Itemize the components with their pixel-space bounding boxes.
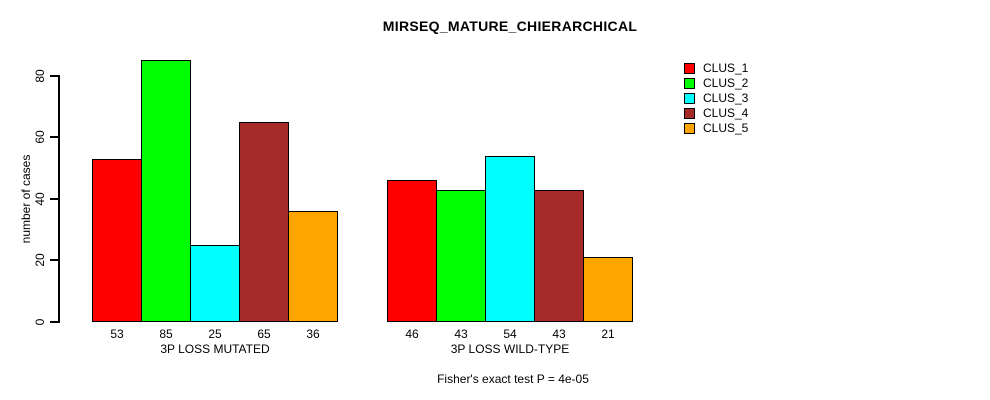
bar-value-label: 53: [110, 327, 124, 341]
chart-title: MIRSEQ_MATURE_CHIERARCHICAL: [382, 18, 638, 34]
y-axis-label: number of cases: [19, 154, 33, 244]
bar-value-label: 36: [306, 327, 320, 341]
bar-clus_5-group1: [288, 211, 338, 322]
fisher-test-annotation: Fisher's exact test P = 4e-05: [437, 372, 589, 386]
bar-clus_5-group2: [583, 257, 633, 322]
y-tick: [50, 75, 58, 77]
bar-value-label: 25: [208, 327, 222, 341]
legend-swatch-clus_4: [684, 108, 695, 119]
bar-clus_1-group2: [387, 180, 437, 322]
bar-clus_4-group1: [239, 122, 289, 322]
bar-clus_2-group1: [141, 60, 191, 322]
legend-label: CLUS_4: [703, 106, 749, 120]
bar-value-label: 43: [454, 327, 468, 341]
bar-value-label: 46: [405, 327, 419, 341]
bar-value-label: 54: [503, 327, 517, 341]
legend-label: CLUS_5: [703, 121, 749, 135]
legend-swatch-clus_5: [684, 123, 695, 134]
legend-item-clus_5: CLUS_5: [684, 121, 748, 136]
bar-clus_3-group2: [485, 156, 535, 322]
legend-label: CLUS_2: [703, 76, 749, 90]
bar-value-label: 21: [601, 327, 615, 341]
legend-swatch-clus_3: [684, 93, 695, 104]
legend-label: CLUS_3: [703, 91, 749, 105]
legend-item-clus_3: CLUS_3: [684, 91, 748, 106]
y-axis-line: [58, 75, 60, 323]
legend-swatch-clus_2: [684, 78, 695, 89]
y-tick: [50, 198, 58, 200]
legend: CLUS_1 CLUS_2 CLUS_3 CLUS_4 CLUS_5: [684, 61, 748, 136]
y-tick-label: 20: [33, 253, 47, 267]
legend-swatch-clus_1: [684, 63, 695, 74]
y-tick: [50, 136, 58, 138]
group-label-mutated: 3P LOSS MUTATED: [160, 342, 270, 356]
y-tick: [50, 259, 58, 261]
y-tick: [50, 321, 58, 323]
legend-label: CLUS_1: [703, 61, 749, 75]
legend-item-clus_2: CLUS_2: [684, 76, 748, 91]
y-tick-label: 0: [33, 318, 47, 326]
bar-clus_1-group1: [92, 159, 142, 322]
y-tick-label: 60: [33, 130, 47, 144]
bar-value-label: 65: [257, 327, 271, 341]
bar-value-label: 85: [159, 327, 173, 341]
bar-clus_3-group1: [190, 245, 240, 322]
bar-clus_2-group2: [436, 190, 486, 322]
y-tick-label: 80: [33, 69, 47, 83]
bar-clus_4-group2: [534, 190, 584, 322]
legend-item-clus_1: CLUS_1: [684, 61, 748, 76]
bar-value-label: 43: [552, 327, 566, 341]
legend-item-clus_4: CLUS_4: [684, 106, 748, 121]
y-tick-label: 40: [33, 192, 47, 206]
group-label-wild-type: 3P LOSS WILD-TYPE: [450, 342, 570, 356]
